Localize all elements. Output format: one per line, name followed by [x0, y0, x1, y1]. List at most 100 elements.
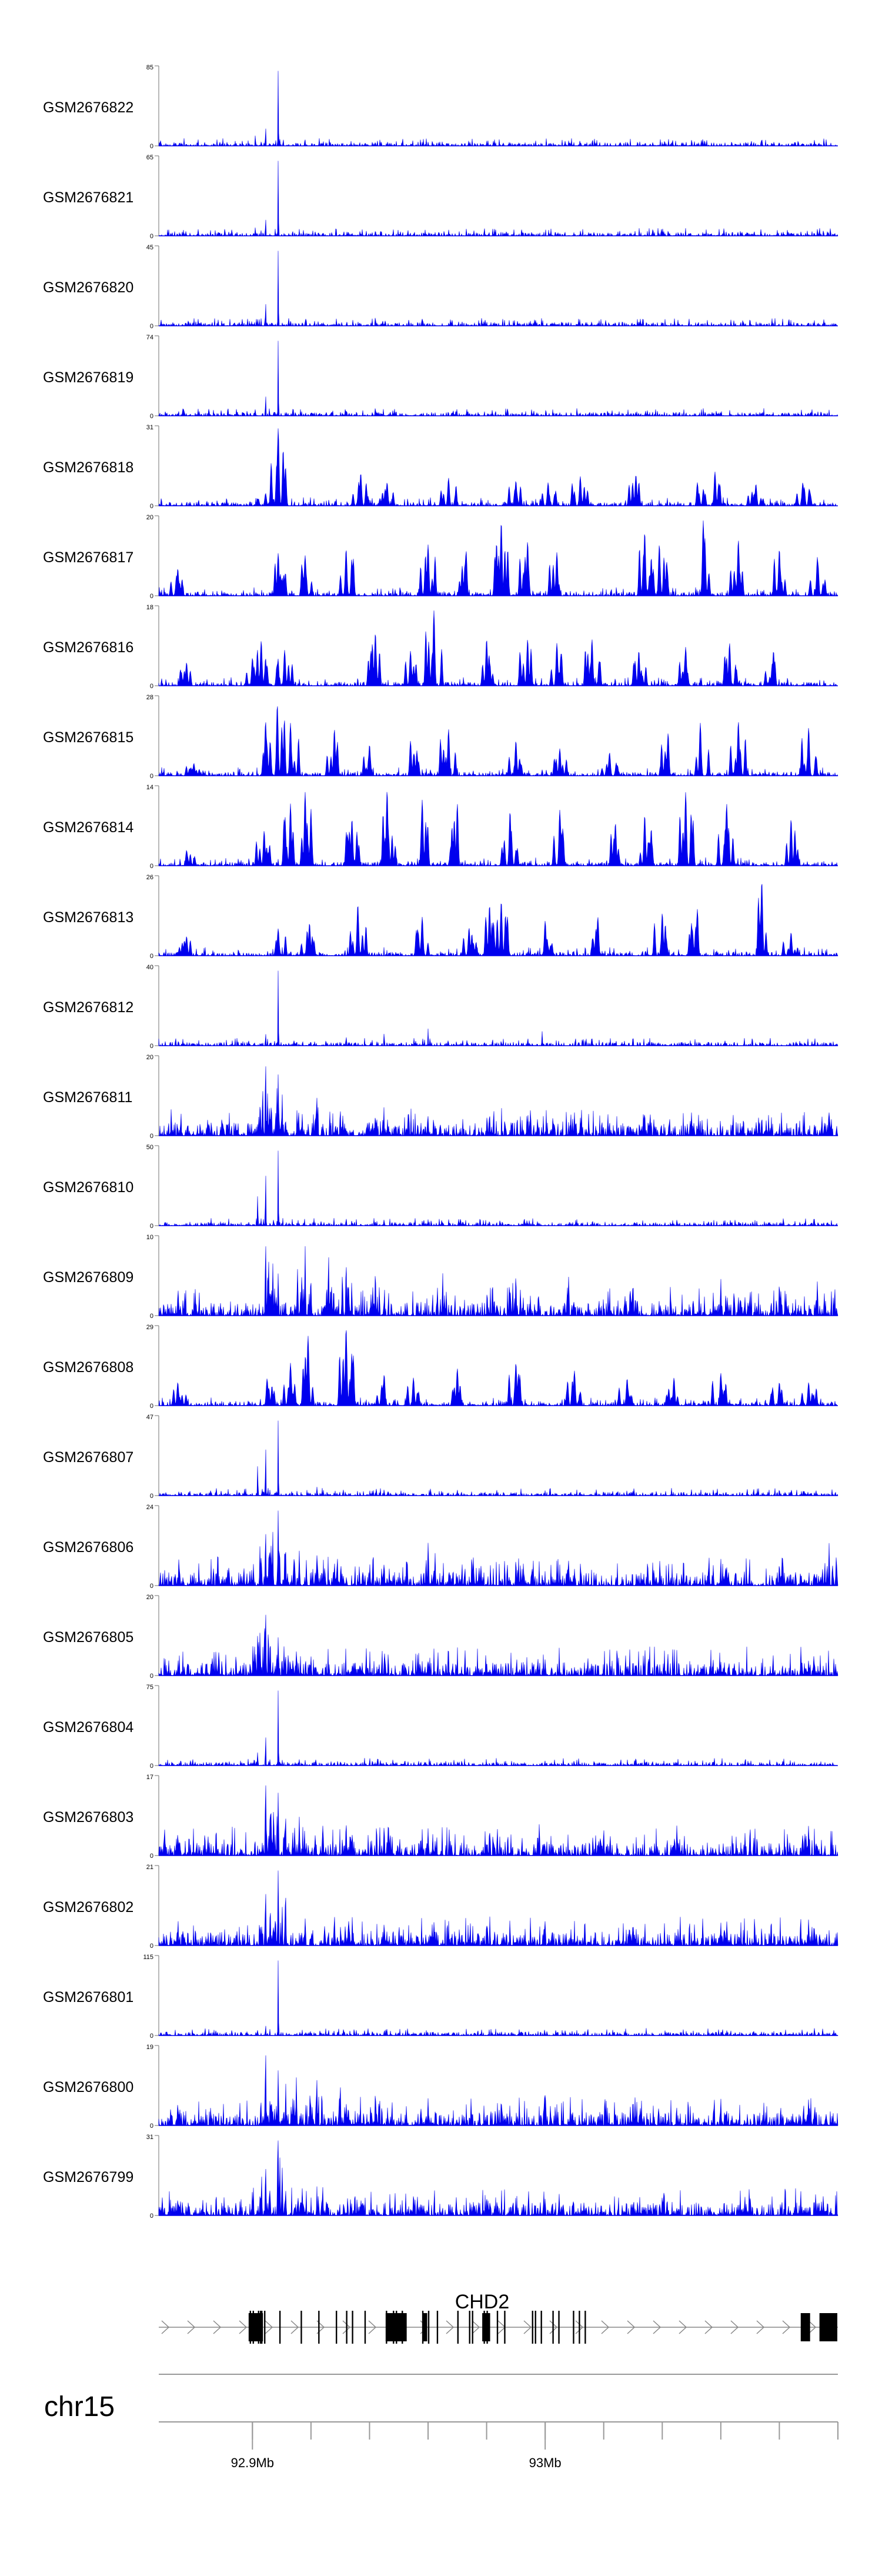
track-label: GSM2676807	[43, 1449, 133, 1466]
y-min-label: 0	[150, 1943, 153, 1950]
y-max-label: 75	[146, 1684, 153, 1691]
track-GSM2676806: GSM2676806 24 0	[43, 1504, 838, 1590]
strand-arrow	[523, 2320, 532, 2334]
track-GSM2676801: GSM2676801 115 0	[43, 1954, 838, 2040]
strand-arrow	[342, 2320, 351, 2334]
track-label: GSM2676816	[43, 639, 133, 656]
y-min-label: 0	[150, 1133, 153, 1140]
strand-arrow	[730, 2320, 739, 2334]
track-GSM2676821: GSM2676821 65 0	[43, 154, 838, 240]
y-min-label: 0	[150, 2033, 153, 2040]
track-GSM2676814: GSM2676814 14 0	[43, 784, 838, 870]
track-GSM2676811: GSM2676811 20 0	[43, 1054, 838, 1140]
track-GSM2676799: GSM2676799 31 0	[43, 2134, 838, 2220]
track-label: GSM2676819	[43, 369, 133, 386]
strand-arrow	[549, 2320, 558, 2334]
strand-arrow	[601, 2320, 610, 2334]
axis-ticks: 92.9Mb 93Mb	[231, 2422, 838, 2470]
strand-arrow	[679, 2320, 687, 2334]
signal-area	[158, 1330, 838, 1407]
signal-area	[158, 1510, 838, 1587]
y-min-label: 0	[150, 1853, 153, 1860]
track-label: GSM2676804	[43, 1719, 133, 1736]
track-label: GSM2676800	[43, 2079, 133, 2095]
y-min-label: 0	[150, 773, 153, 780]
signal-area	[158, 1420, 838, 1497]
signal-area	[158, 1066, 838, 1137]
y-max-label: 85	[146, 64, 153, 71]
strand-arrow	[704, 2320, 713, 2334]
y-min-label: 0	[150, 1313, 153, 1320]
y-min-label: 0	[150, 323, 153, 330]
y-max-label: 10	[146, 1234, 153, 1241]
track-label: GSM2676815	[43, 729, 133, 746]
y-max-label: 20	[146, 1054, 153, 1061]
gene-exons	[248, 2311, 838, 2344]
y-max-label: 14	[146, 784, 153, 791]
y-max-label: 115	[143, 1954, 153, 1961]
exon-block	[819, 2313, 838, 2341]
track-GSM2676800: GSM2676800 19 0	[43, 2044, 838, 2130]
track-GSM2676818: GSM2676818 31 0	[43, 424, 838, 510]
gene-label: CHD2	[455, 2291, 510, 2313]
signal-area	[158, 884, 838, 957]
track-GSM2676817: GSM2676817 20 0	[43, 514, 838, 600]
track-label: GSM2676811	[43, 1089, 132, 1106]
signal-area	[158, 610, 838, 687]
signal-area	[158, 428, 838, 507]
y-max-label: 28	[146, 694, 153, 701]
signal-area	[158, 2140, 838, 2217]
track-label: GSM2676822	[43, 99, 133, 116]
y-min-label: 0	[150, 2213, 153, 2220]
y-max-label: 31	[146, 424, 153, 431]
track-GSM2676810: GSM2676810 50 0	[43, 1144, 838, 1230]
signal-area	[158, 1960, 838, 2037]
signal-area	[158, 1870, 838, 1947]
track-GSM2676808: GSM2676808 29 0	[43, 1324, 838, 1410]
track-GSM2676816: GSM2676816 18 0	[43, 604, 838, 690]
track-label: GSM2676808	[43, 1359, 133, 1376]
strand-arrow	[446, 2320, 455, 2334]
signal-area	[158, 706, 838, 777]
track-GSM2676807: GSM2676807 47 0	[43, 1414, 838, 1500]
track-label: GSM2676812	[43, 999, 133, 1016]
signal-area	[158, 1785, 838, 1857]
strand-arrow	[756, 2320, 765, 2334]
strand-arrow	[213, 2320, 222, 2334]
signal-area	[158, 1690, 838, 1767]
track-GSM2676815: GSM2676815 28 0	[43, 694, 838, 780]
strand-arrow	[187, 2320, 196, 2334]
track-label: GSM2676809	[43, 1269, 133, 1286]
signal-area	[158, 1246, 838, 1317]
signal-area	[158, 161, 838, 237]
chromosome-label: chr15	[44, 2391, 115, 2422]
y-min-label: 0	[150, 1493, 153, 1500]
y-max-label: 40	[146, 964, 153, 971]
exon-block	[423, 2313, 427, 2341]
y-max-label: 19	[146, 2044, 153, 2051]
track-label: GSM2676817	[43, 549, 133, 566]
y-min-label: 0	[150, 953, 153, 960]
genome-axis: 92.9Mb 93Mb	[159, 2421, 838, 2470]
track-GSM2676802: GSM2676802 21 0	[43, 1864, 838, 1950]
track-label: GSM2676810	[43, 1179, 133, 1196]
exon-block	[482, 2313, 490, 2341]
track-GSM2676822: GSM2676822 85 0	[43, 64, 838, 150]
y-max-label: 20	[146, 514, 153, 521]
signal-area	[158, 251, 838, 327]
y-min-label: 0	[150, 683, 153, 690]
y-max-label: 65	[146, 154, 153, 161]
y-min-label: 0	[150, 413, 153, 420]
y-min-label: 0	[150, 233, 153, 240]
track-label: GSM2676799	[43, 2169, 133, 2185]
strand-arrow	[782, 2320, 791, 2334]
signal-area	[158, 970, 838, 1047]
signal-tracks: GSM2676822850GSM2676821650GSM2676820450G…	[43, 64, 838, 2220]
axis-tick-label: 93Mb	[529, 2455, 562, 2470]
y-max-label: 21	[146, 1864, 153, 1871]
track-label: GSM2676813	[43, 909, 133, 926]
track-label: GSM2676806	[43, 1539, 133, 1556]
strand-arrow	[265, 2320, 273, 2334]
y-min-label: 0	[150, 1043, 153, 1050]
track-label: GSM2676802	[43, 1899, 133, 1916]
